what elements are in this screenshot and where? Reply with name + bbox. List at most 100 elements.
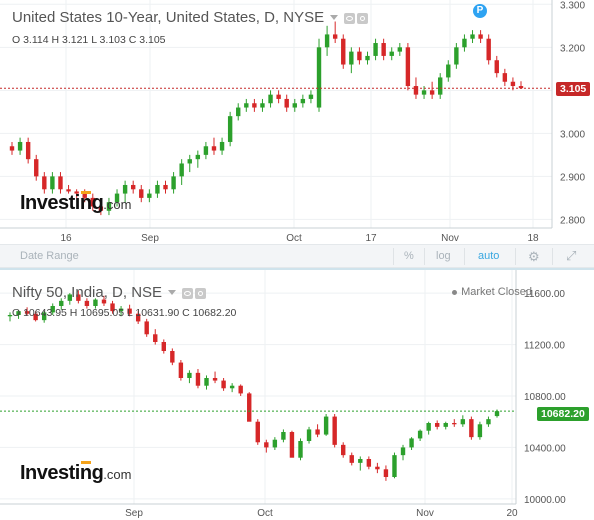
candle-body	[429, 90, 435, 95]
y-tick-label: 2.800	[560, 215, 585, 226]
candle-body	[42, 176, 47, 190]
candle-body	[76, 294, 81, 301]
candle-body	[417, 430, 423, 439]
candle-body	[389, 51, 394, 56]
candle-body	[153, 334, 158, 342]
date-range-button[interactable]: Date Range	[20, 250, 79, 262]
candle-body	[33, 313, 38, 321]
candle-body	[59, 300, 64, 306]
candle-body	[130, 184, 136, 190]
x-tick-label: Oct	[286, 233, 302, 244]
candle-body	[144, 321, 149, 335]
investing-logo: Investing.com	[20, 191, 132, 214]
bottom-chart-panel[interactable]: 11600.00 11200.00 10800.00 10400.00 10000.00…	[0, 268, 594, 520]
candle-body	[421, 90, 427, 95]
candle-body	[392, 455, 397, 477]
candle-body	[139, 189, 144, 198]
candle-body	[308, 94, 314, 99]
bottom-symbol-label: Nifty 50, India, D, NSE	[12, 284, 163, 301]
candle-body	[413, 86, 419, 95]
candle-body	[316, 47, 322, 108]
candle-body	[195, 372, 201, 386]
candle-body	[292, 103, 297, 108]
candle-body	[357, 51, 362, 61]
candle-body	[409, 438, 414, 448]
top-ohlc-readout: O 3.114 H 3.121 L 3.103 C 3.105	[12, 34, 166, 46]
eye-icon[interactable]	[344, 12, 356, 24]
candle-body	[332, 34, 338, 39]
candle-body	[375, 466, 380, 470]
candle-body	[203, 146, 209, 155]
bottom-chart-title: Nifty 50, India, D, NSE	[12, 284, 207, 301]
candle-body	[90, 197, 95, 207]
top-chart-canvas[interactable]: 3.3003.2003.1003.0002.9002.80016SepOct17…	[0, 0, 594, 244]
candle-body	[272, 439, 278, 448]
candle-body	[84, 300, 90, 306]
p-badge-icon[interactable]: P	[473, 4, 487, 18]
candle-body	[17, 141, 23, 151]
candle-body	[24, 311, 30, 314]
candle-body	[16, 311, 21, 315]
toolbar-divider	[393, 248, 394, 265]
candle-body	[264, 442, 269, 448]
top-chart-panel[interactable]: 3.3003.2003.1003.0002.9002.80016SepOct17…	[0, 0, 594, 244]
candle-body	[260, 103, 265, 108]
candle-body	[114, 193, 120, 203]
chart-toolbar: Date Range % log auto ⚙ ⤢	[0, 244, 594, 268]
settings-gear-icon[interactable]: ⚙	[528, 249, 540, 264]
candle-body	[518, 86, 524, 89]
candle-body	[400, 447, 406, 456]
auto-scale-button[interactable]: auto	[478, 250, 500, 262]
candle-body	[405, 47, 411, 87]
toolbar-divider	[464, 248, 465, 265]
candle-body	[426, 423, 431, 431]
candle-body	[58, 176, 63, 190]
candle-body	[276, 94, 281, 99]
candle-body	[122, 184, 128, 194]
candle-body	[82, 193, 87, 198]
candle-body	[187, 159, 192, 164]
eye-icon[interactable]	[182, 287, 194, 299]
toolbar-divider	[424, 248, 425, 265]
candle-body	[365, 55, 370, 61]
candle-body	[446, 64, 451, 78]
market-status: Market Closed	[452, 286, 532, 298]
gear-icon[interactable]	[195, 287, 207, 299]
candle-body	[101, 299, 107, 304]
gear-icon[interactable]	[357, 12, 369, 24]
candle-body	[281, 432, 286, 440]
candle-body	[323, 416, 329, 435]
candle-body	[244, 103, 249, 108]
candle-body	[494, 411, 500, 417]
chevron-down-icon[interactable]	[168, 289, 177, 295]
candle-body	[187, 372, 192, 378]
candle-body	[110, 303, 115, 312]
top-price-tag: 3.105	[556, 82, 591, 96]
candle-body	[50, 306, 55, 313]
chevron-down-icon[interactable]	[330, 14, 339, 20]
candle-body	[284, 98, 289, 108]
fullscreen-icon[interactable]: ⤢	[566, 248, 577, 263]
candle-body	[477, 424, 483, 438]
x-tick-label: Oct	[257, 508, 273, 519]
x-tick-label: 17	[365, 233, 377, 244]
investing-logo: Investing.com	[20, 461, 132, 484]
y-tick-label: 10800.00	[524, 392, 566, 403]
candle-body	[452, 423, 457, 425]
candle-body	[315, 429, 320, 435]
candle-body	[332, 416, 337, 445]
candle-body	[171, 176, 176, 190]
candle-body	[74, 191, 79, 194]
candle-body	[397, 47, 403, 52]
y-tick-label: 2.900	[560, 172, 585, 183]
bottom-chart-canvas[interactable]: 11600.00 11200.00 10800.00 10400.00 10000.00…	[0, 270, 594, 520]
candle-body	[255, 421, 260, 443]
percent-scale-button[interactable]: %	[404, 250, 414, 262]
log-scale-button[interactable]: log	[436, 250, 451, 262]
y-tick-label: 11600.00	[524, 289, 565, 300]
candle-body	[147, 193, 152, 198]
candle-body	[486, 419, 491, 425]
toolbar-divider	[515, 248, 516, 265]
y-tick-label: 10400.00	[524, 443, 566, 454]
x-tick-label: 18	[527, 233, 539, 244]
